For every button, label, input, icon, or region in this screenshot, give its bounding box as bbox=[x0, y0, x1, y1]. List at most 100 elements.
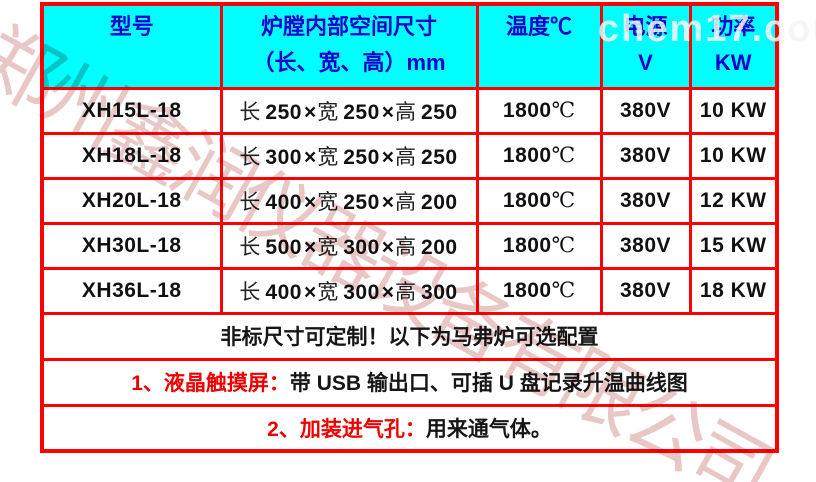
times-sign: × bbox=[303, 280, 317, 304]
option-1-cell: 1、液晶触摸屏：带 USB 输出口、可插 U 盘记录升温曲线图 bbox=[40, 357, 779, 407]
header-volt-line1: 电源 bbox=[623, 14, 668, 40]
wid-value: 300 bbox=[343, 280, 380, 304]
cell-size: 长 300×宽 250×高 250 bbox=[219, 131, 479, 180]
option-2-cell: 2、加装进气孔：用来通气体。 bbox=[40, 403, 779, 453]
hei-label: 高 bbox=[395, 144, 417, 169]
hei-label: 高 bbox=[395, 279, 417, 304]
header-model-label: 型号 bbox=[109, 14, 154, 40]
option-2-highlight: 2、加装进气孔： bbox=[267, 417, 426, 441]
cell-size: 长 500×宽 300×高 200 bbox=[219, 221, 479, 270]
times-sign: × bbox=[303, 235, 317, 259]
table-row: XH18L-18 长 300×宽 250×高 250 1800℃ 380V 10 KW bbox=[40, 131, 779, 180]
cell-volt: 380V bbox=[599, 176, 692, 225]
hei-value: 300 bbox=[421, 280, 458, 304]
len-label: 长 bbox=[239, 234, 261, 259]
degc-symbol: ℃ bbox=[551, 278, 576, 302]
cell-volt: 380V bbox=[599, 266, 692, 315]
header-row: 型号 炉膛内部空间尺寸 （长、宽、高）mm 温度℃ 电源 V bbox=[40, 2, 779, 90]
header-model: 型号 bbox=[40, 2, 223, 90]
times-sign: × bbox=[381, 145, 395, 169]
len-value: 400 bbox=[265, 280, 302, 304]
wid-value: 250 bbox=[343, 145, 380, 169]
header-model-spacer bbox=[45, 49, 218, 77]
cell-temp: 1800℃ bbox=[475, 266, 603, 315]
header-power-line1: 功率 bbox=[711, 14, 756, 40]
temp-value: 1800 bbox=[502, 144, 552, 167]
len-value: 300 bbox=[265, 145, 302, 169]
len-label: 长 bbox=[239, 189, 261, 214]
header-temp: 温度℃ bbox=[475, 2, 603, 90]
cell-power: 18 KW bbox=[688, 266, 779, 315]
cell-volt: 380V bbox=[599, 131, 692, 180]
furnace-spec-table: 型号 炉膛内部空间尺寸 （长、宽、高）mm 温度℃ 电源 V bbox=[40, 2, 779, 453]
wid-label: 宽 bbox=[317, 144, 339, 169]
header-power: 功率 KW bbox=[688, 2, 779, 90]
cell-volt: 380V bbox=[599, 221, 692, 270]
cell-size: 长 400×宽 300×高 300 bbox=[219, 266, 479, 315]
wid-value: 250 bbox=[343, 100, 380, 124]
cell-size: 长 250×宽 250×高 250 bbox=[219, 86, 479, 135]
header-volt: 电源 V bbox=[599, 2, 692, 90]
cell-power: 15 KW bbox=[688, 221, 779, 270]
cell-model: XH18L-18 bbox=[40, 131, 223, 180]
cell-temp: 1800℃ bbox=[475, 221, 603, 270]
custom-note-row: 非标尺寸可定制！以下为马弗炉可选配置 bbox=[40, 311, 779, 361]
cell-model: XH36L-18 bbox=[40, 266, 223, 315]
cell-power: 12 KW bbox=[688, 176, 779, 225]
header-size-line2: （长、宽、高）mm bbox=[252, 50, 446, 76]
cell-model: XH15L-18 bbox=[40, 86, 223, 135]
times-sign: × bbox=[303, 190, 317, 214]
wid-label: 宽 bbox=[317, 279, 339, 304]
table-row: XH20L-18 长 400×宽 250×高 200 1800℃ 380V 12 KW bbox=[40, 176, 779, 225]
temp-value: 1800 bbox=[502, 234, 552, 257]
option-1-highlight: 1、液晶触摸屏： bbox=[131, 372, 290, 395]
times-sign: × bbox=[381, 235, 395, 259]
header-temp-label: 温度℃ bbox=[505, 14, 572, 40]
header-size-line1: 炉膛内部空间尺寸 bbox=[260, 14, 437, 40]
hei-value: 250 bbox=[421, 145, 458, 169]
times-sign: × bbox=[303, 145, 317, 169]
table-row: XH30L-18 长 500×宽 300×高 200 1800℃ 380V 15 KW bbox=[40, 221, 779, 270]
degc-symbol: ℃ bbox=[551, 233, 576, 257]
cell-temp: 1800℃ bbox=[475, 86, 603, 135]
len-value: 400 bbox=[265, 190, 302, 214]
wid-label: 宽 bbox=[317, 99, 339, 124]
option-row: 2、加装进气孔：用来通气体。 bbox=[40, 403, 779, 453]
header-volt-line2: V bbox=[638, 50, 653, 76]
option-row: 1、液晶触摸屏：带 USB 输出口、可插 U 盘记录升温曲线图 bbox=[40, 357, 779, 407]
header-temp-spacer bbox=[480, 49, 598, 77]
len-label: 长 bbox=[239, 279, 261, 304]
degc-symbol: ℃ bbox=[551, 143, 576, 167]
len-value: 500 bbox=[265, 235, 302, 259]
cell-volt: 380V bbox=[599, 86, 692, 135]
temp-value: 1800 bbox=[502, 279, 552, 302]
table-row: XH15L-18 长 250×宽 250×高 250 1800℃ 380V 10 KW bbox=[40, 86, 779, 135]
header-size: 炉膛内部空间尺寸 （长、宽、高）mm bbox=[219, 2, 479, 90]
times-sign: × bbox=[381, 100, 395, 124]
cell-size: 长 400×宽 250×高 200 bbox=[219, 176, 479, 225]
hei-value: 200 bbox=[421, 190, 458, 214]
wid-label: 宽 bbox=[317, 189, 339, 214]
len-label: 长 bbox=[239, 144, 261, 169]
degc-symbol: ℃ bbox=[551, 98, 576, 122]
hei-label: 高 bbox=[395, 99, 417, 124]
cell-model: XH30L-18 bbox=[40, 221, 223, 270]
cell-temp: 1800℃ bbox=[475, 176, 603, 225]
header-power-line2: KW bbox=[714, 50, 752, 76]
custom-note-text: 非标尺寸可定制！以下为马弗炉可选配置 bbox=[40, 311, 779, 361]
degc-symbol: ℃ bbox=[551, 188, 576, 212]
cell-temp: 1800℃ bbox=[475, 131, 603, 180]
option-2-text: 用来通气体。 bbox=[425, 417, 552, 441]
times-sign: × bbox=[381, 190, 395, 214]
option-1-text: 带 USB 输出口、可插 U 盘记录升温曲线图 bbox=[289, 372, 688, 395]
temp-value: 1800 bbox=[502, 189, 552, 212]
len-value: 250 bbox=[265, 100, 302, 124]
cell-power: 10 KW bbox=[688, 86, 779, 135]
wid-label: 宽 bbox=[317, 234, 339, 259]
times-sign: × bbox=[303, 100, 317, 124]
cell-power: 10 KW bbox=[688, 131, 779, 180]
table-row: XH36L-18 长 400×宽 300×高 300 1800℃ 380V 18 KW bbox=[40, 266, 779, 315]
cell-model: XH20L-18 bbox=[40, 176, 223, 225]
hei-value: 250 bbox=[421, 100, 458, 124]
